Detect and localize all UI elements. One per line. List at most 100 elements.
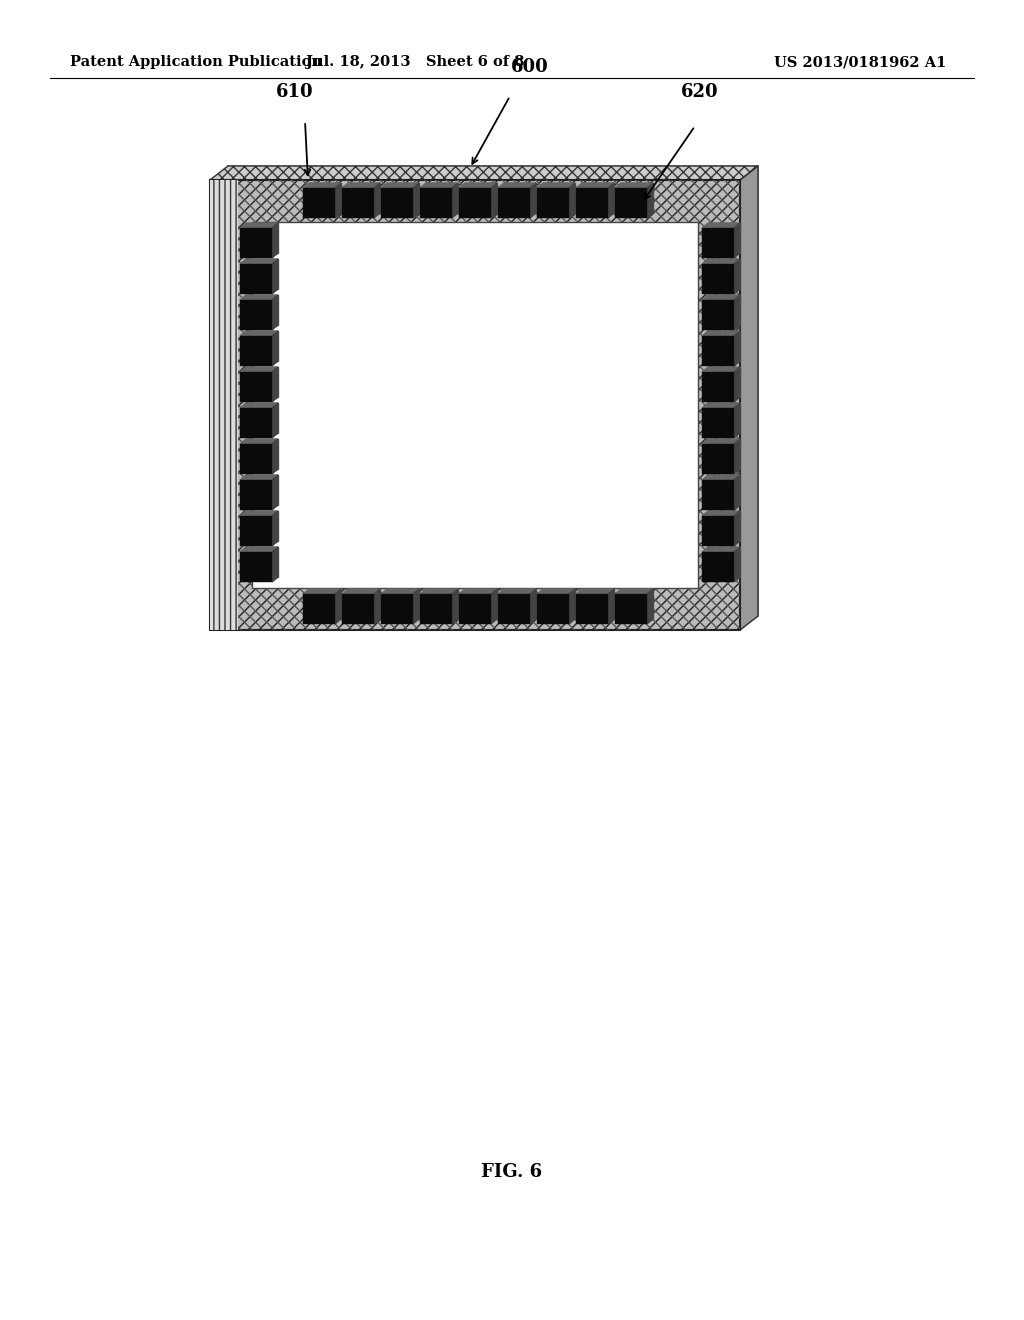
Polygon shape (272, 475, 278, 510)
Bar (240, 300, 272, 330)
Bar (210, 180, 740, 630)
Polygon shape (702, 475, 740, 480)
Bar (420, 187, 452, 218)
Polygon shape (569, 183, 575, 218)
Bar (210, 180, 238, 630)
Polygon shape (348, 183, 380, 213)
Polygon shape (702, 511, 740, 516)
Polygon shape (615, 183, 653, 187)
Polygon shape (452, 589, 458, 624)
Polygon shape (246, 546, 278, 577)
Bar (210, 180, 740, 630)
Bar (702, 516, 734, 546)
Polygon shape (465, 589, 497, 619)
Polygon shape (272, 294, 278, 330)
Polygon shape (246, 511, 278, 541)
Polygon shape (303, 183, 341, 187)
Polygon shape (569, 589, 575, 624)
Polygon shape (240, 294, 278, 300)
Bar (702, 300, 734, 330)
Polygon shape (240, 475, 278, 480)
Polygon shape (490, 183, 497, 218)
Polygon shape (734, 294, 740, 330)
Bar (702, 264, 734, 294)
Text: 610: 610 (276, 83, 313, 102)
Polygon shape (708, 475, 740, 506)
Polygon shape (708, 331, 740, 360)
Bar (240, 372, 272, 403)
Polygon shape (702, 403, 740, 408)
Polygon shape (240, 403, 278, 408)
Text: FIG. 6: FIG. 6 (481, 1163, 543, 1181)
Polygon shape (342, 183, 380, 187)
Polygon shape (582, 183, 614, 213)
Polygon shape (530, 183, 536, 218)
Bar (228, 166, 758, 616)
Polygon shape (490, 589, 497, 624)
Polygon shape (702, 223, 740, 228)
Polygon shape (504, 589, 536, 619)
Polygon shape (381, 589, 419, 594)
Polygon shape (272, 223, 278, 257)
Polygon shape (335, 183, 341, 218)
Polygon shape (246, 223, 278, 253)
Polygon shape (413, 183, 419, 218)
Polygon shape (702, 294, 740, 300)
Polygon shape (734, 223, 740, 257)
Bar (498, 187, 530, 218)
Polygon shape (335, 589, 341, 624)
Polygon shape (374, 183, 380, 218)
Bar (240, 264, 272, 294)
Bar (252, 222, 698, 587)
Polygon shape (309, 589, 341, 619)
Bar (459, 187, 490, 218)
Bar (381, 594, 413, 624)
Polygon shape (246, 403, 278, 433)
Polygon shape (621, 183, 653, 213)
Polygon shape (734, 475, 740, 510)
Polygon shape (272, 440, 278, 474)
Bar (420, 594, 452, 624)
Polygon shape (246, 440, 278, 469)
Polygon shape (210, 166, 758, 180)
Polygon shape (240, 367, 278, 372)
Polygon shape (708, 367, 740, 397)
Polygon shape (582, 589, 614, 619)
Bar (702, 480, 734, 510)
Polygon shape (734, 546, 740, 582)
Polygon shape (702, 440, 740, 444)
Polygon shape (426, 589, 458, 619)
Polygon shape (734, 440, 740, 474)
Polygon shape (734, 331, 740, 366)
Polygon shape (342, 589, 380, 594)
Bar (240, 444, 272, 474)
Bar (240, 337, 272, 366)
Bar (615, 187, 647, 218)
Bar (702, 408, 734, 438)
Polygon shape (702, 331, 740, 337)
Polygon shape (647, 589, 653, 624)
Polygon shape (246, 331, 278, 360)
Polygon shape (708, 546, 740, 577)
Polygon shape (452, 183, 458, 218)
Polygon shape (504, 183, 536, 213)
Polygon shape (272, 511, 278, 546)
Polygon shape (734, 511, 740, 546)
Bar (702, 228, 734, 257)
Text: US 2013/0181962 A1: US 2013/0181962 A1 (774, 55, 946, 69)
Polygon shape (420, 183, 458, 187)
Polygon shape (702, 546, 740, 552)
Polygon shape (708, 403, 740, 433)
Bar (303, 187, 335, 218)
Bar (381, 187, 413, 218)
Bar (303, 594, 335, 624)
Polygon shape (498, 183, 536, 187)
Polygon shape (426, 183, 458, 213)
Polygon shape (702, 259, 740, 264)
Polygon shape (240, 440, 278, 444)
Bar (575, 594, 608, 624)
Polygon shape (246, 259, 278, 289)
Polygon shape (615, 589, 653, 594)
Polygon shape (240, 511, 278, 516)
Polygon shape (240, 259, 278, 264)
